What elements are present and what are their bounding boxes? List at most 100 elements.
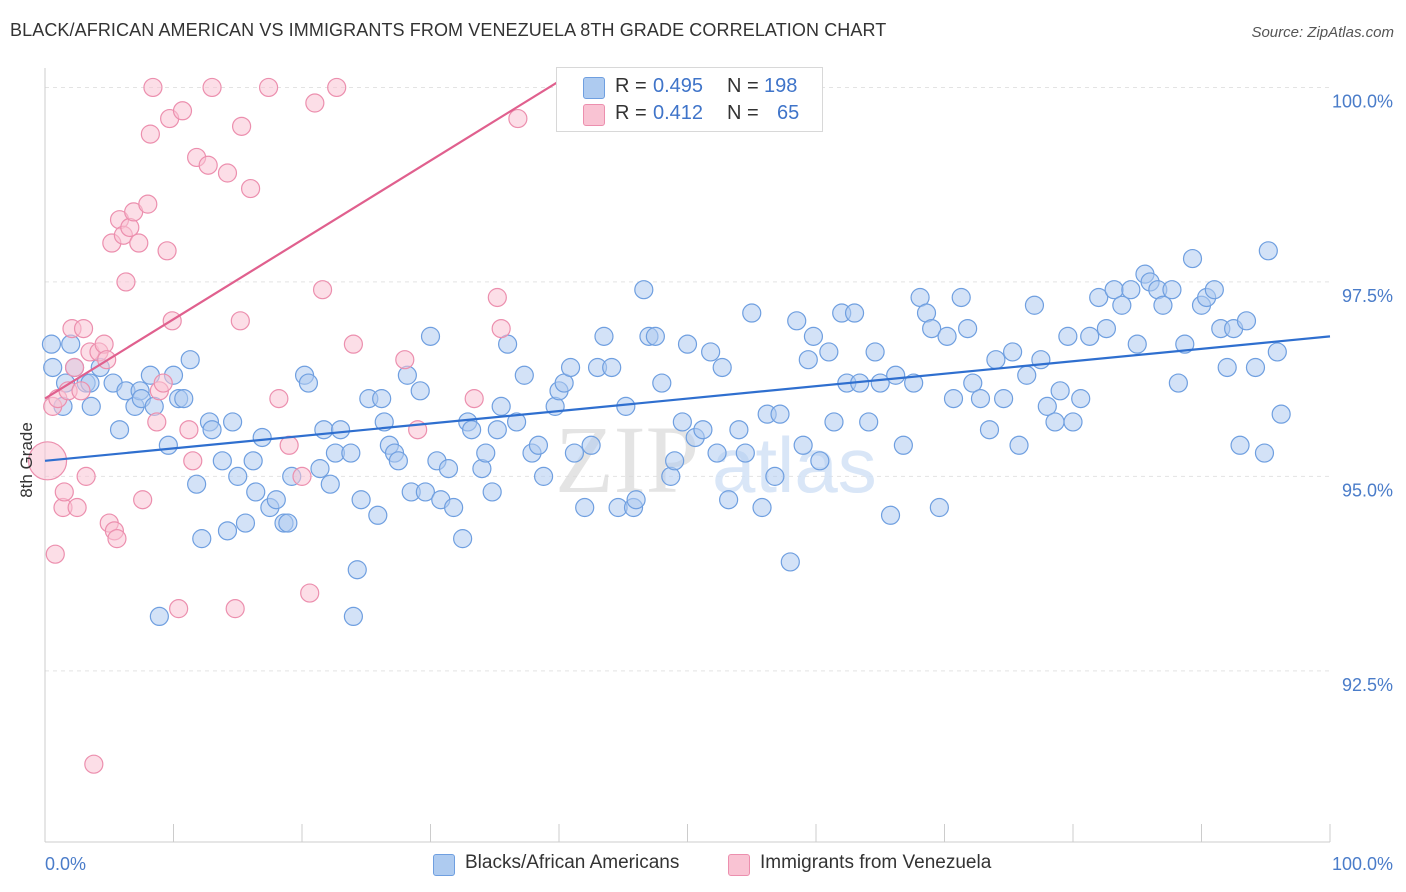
blacks-point	[514, 365, 534, 385]
legend-swatch-venezuela	[583, 104, 605, 126]
blacks-point	[581, 435, 601, 455]
venezuela-point	[487, 287, 507, 308]
venezuela-point	[169, 599, 189, 619]
blacks-point	[81, 396, 101, 416]
blacks-point	[506, 412, 527, 432]
blacks-point	[929, 497, 949, 518]
x-tick-label-min: 0.0%	[45, 854, 86, 874]
blacks-point	[575, 497, 595, 518]
blacks-point	[1063, 412, 1083, 432]
blacks-point	[943, 389, 964, 409]
y-tick-label: 95.0%	[1342, 480, 1393, 500]
blacks-point	[341, 443, 361, 463]
source-label: Source: ZipAtlas.com	[1251, 24, 1394, 41]
blacks-trend-line	[44, 335, 1331, 462]
blacks-point	[1071, 389, 1091, 409]
blacks-point	[602, 357, 622, 378]
blacks-point	[922, 318, 942, 339]
blacks-point	[462, 420, 482, 440]
blacks-point	[793, 435, 813, 455]
legend-label-blacks: Blacks/African Americans	[465, 852, 680, 873]
venezuela-point	[279, 435, 299, 455]
blacks-point	[1089, 287, 1109, 308]
venezuela-point	[67, 497, 87, 518]
venezuela-point	[305, 93, 325, 113]
blacks-point	[859, 412, 879, 432]
venezuela-point	[133, 490, 153, 510]
venezuela-point	[225, 599, 245, 619]
blacks-point	[1096, 318, 1117, 339]
blacks-point	[482, 482, 502, 502]
venezuela-point	[202, 77, 222, 98]
venezuela-point	[84, 754, 104, 774]
y-tick-label: 97.5%	[1342, 286, 1393, 306]
blacks-point	[994, 389, 1014, 409]
blacks-point	[415, 482, 435, 502]
venezuela-point	[179, 420, 199, 440]
blacks-point	[594, 326, 614, 346]
legend-row-venezuela: R = 0.412 N = 65	[557, 101, 822, 127]
blacks-point	[1245, 357, 1266, 378]
blacks-point	[1058, 326, 1078, 346]
venezuela-point	[300, 583, 320, 603]
blacks-point	[958, 318, 978, 339]
blacks-point	[1182, 248, 1203, 269]
venezuela-point	[54, 482, 74, 502]
legend-label-venezuela: Immigrants from Venezuela	[760, 852, 992, 873]
n-value: 65	[777, 102, 800, 124]
venezuela-point	[464, 389, 484, 409]
r-value: 0.495	[653, 75, 704, 97]
venezuela-point	[508, 108, 528, 129]
blacks-point	[886, 365, 906, 385]
blacks-point	[1017, 365, 1037, 385]
blacks-point	[798, 350, 818, 370]
blacks-point	[320, 474, 340, 494]
legend-row-blacks: R = 0.495 N = 198	[557, 74, 822, 100]
venezuela-point	[45, 544, 65, 564]
blacks-point	[410, 381, 430, 401]
blacks-point	[192, 529, 212, 549]
blacks-point	[780, 552, 800, 572]
venezuela-trend-line	[44, 78, 563, 400]
blacks-point	[937, 326, 957, 346]
blacks-point	[243, 451, 263, 471]
blacks-point	[252, 427, 272, 448]
venezuela-point	[73, 318, 94, 339]
blacks-point	[1204, 280, 1224, 300]
venezuela-point	[258, 77, 279, 98]
venezuela-point	[491, 318, 511, 339]
venezuela-point	[138, 194, 158, 214]
blacks-point	[388, 451, 408, 471]
blacks-point	[560, 357, 581, 378]
venezuela-point	[116, 272, 136, 292]
blacks-point	[1217, 357, 1237, 378]
blacks-point	[719, 490, 739, 510]
blacks-point	[212, 451, 232, 471]
venezuela-point	[64, 357, 85, 378]
blacks-point	[1258, 241, 1278, 261]
blacks-point	[1112, 295, 1132, 315]
n-label: N =	[727, 75, 759, 97]
blacks-point	[742, 303, 762, 323]
series-venezuela-points	[27, 77, 528, 774]
chart-title: BLACK/AFRICAN AMERICAN VS IMMIGRANTS FRO…	[10, 20, 887, 40]
legend-swatch-blacks	[583, 77, 605, 99]
blacks-point	[1009, 435, 1029, 455]
venezuela-point	[343, 334, 363, 354]
blacks-point	[824, 412, 844, 432]
blacks-point	[487, 420, 507, 440]
blacks-point	[246, 482, 266, 502]
blacks-point	[397, 365, 417, 385]
blacks-point	[970, 389, 991, 409]
blacks-point	[979, 420, 1000, 440]
r-label: R =	[615, 75, 647, 97]
venezuela-point	[129, 233, 149, 253]
r-label: R =	[615, 102, 647, 124]
blacks-point	[729, 420, 749, 440]
blacks-point	[158, 435, 178, 455]
blacks-point	[677, 334, 698, 354]
blacks-point	[701, 342, 721, 362]
blacks-point	[351, 490, 371, 510]
blacks-point	[1045, 412, 1065, 432]
blacks-point	[616, 396, 636, 416]
